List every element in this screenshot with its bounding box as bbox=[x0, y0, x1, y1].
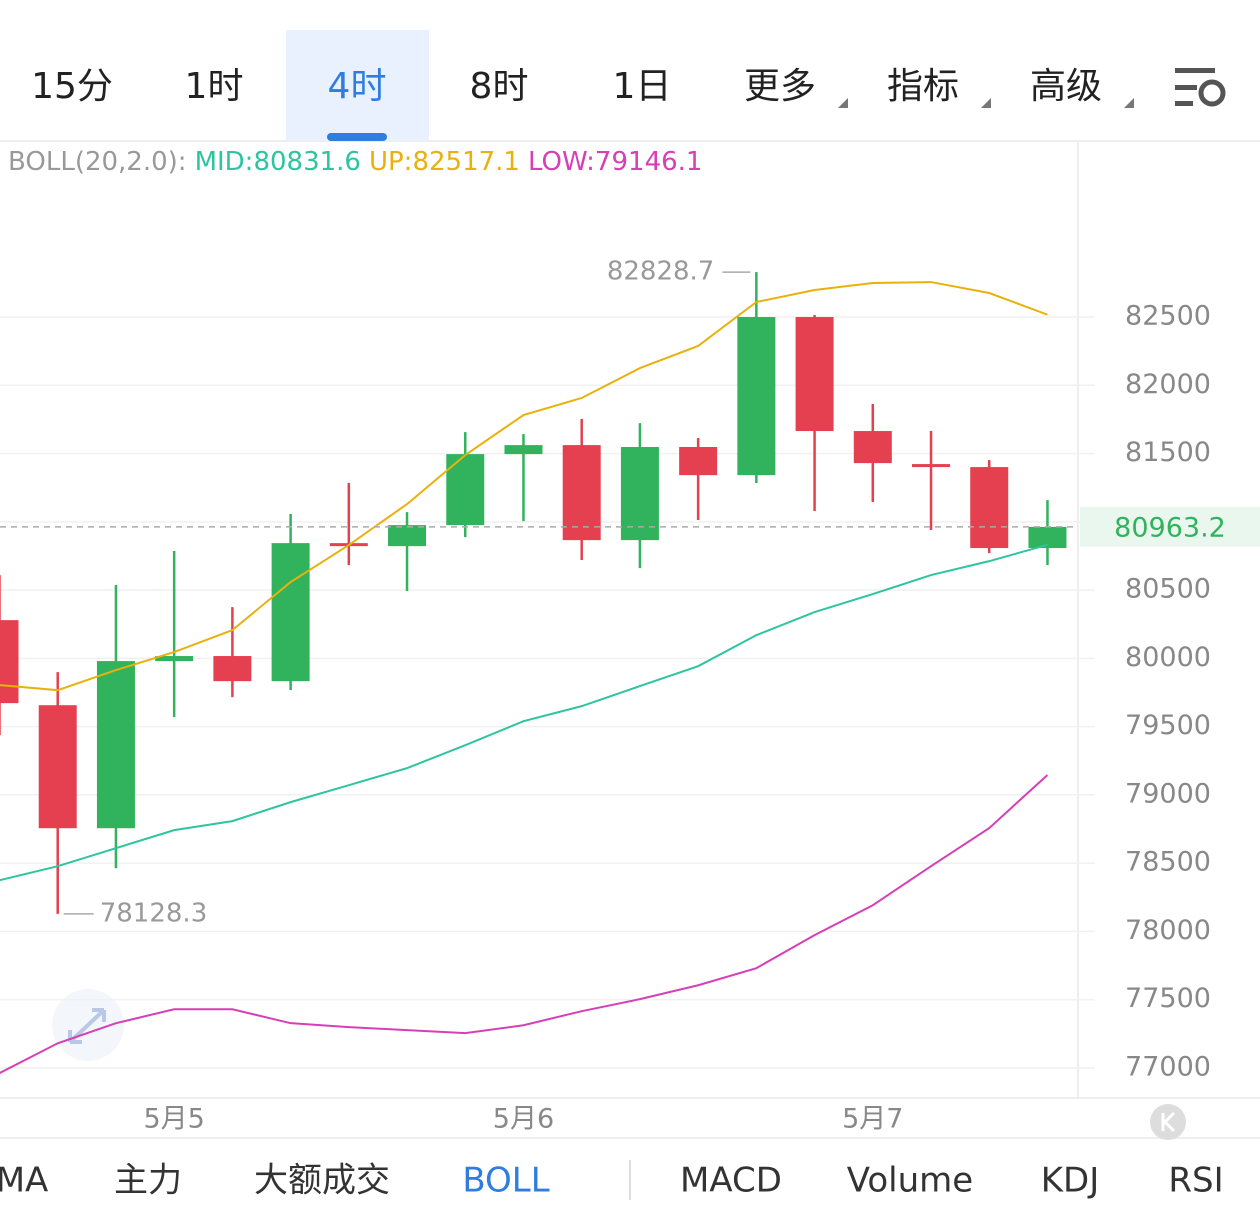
indicator-tab[interactable]: BOLL bbox=[462, 1161, 549, 1201]
min-annotation: 78128.3 bbox=[100, 898, 208, 928]
legend-entry: LOW:79146.1 bbox=[528, 147, 702, 177]
candle-body bbox=[446, 454, 485, 526]
indicator-label: BOLL(20,2.0): bbox=[8, 147, 187, 177]
last-price-label: 80963.2 bbox=[1114, 512, 1226, 543]
scroll-latest-button[interactable] bbox=[1150, 1104, 1186, 1140]
indicator-tab[interactable]: 大额成交 bbox=[254, 1161, 390, 1201]
y-tick-label: 79000 bbox=[1125, 778, 1211, 809]
timeframe-tab[interactable]: 15分 bbox=[31, 66, 113, 107]
y-tick-label: 77000 bbox=[1125, 1051, 1211, 1082]
active-tab-bg bbox=[286, 30, 429, 141]
expand-arrows bbox=[68, 1008, 106, 1044]
settings-icon[interactable] bbox=[1175, 68, 1226, 107]
candle-body bbox=[737, 317, 776, 476]
timeframe-tab[interactable]: 1时 bbox=[185, 66, 244, 107]
indicator-legend: BOLL(20,2.0): MID:80831.6 UP:82517.1 LOW:79… bbox=[8, 147, 702, 177]
dropdown-caret bbox=[1124, 98, 1134, 108]
y-tick-label: 82500 bbox=[1125, 301, 1211, 332]
latest-bg bbox=[1150, 1104, 1186, 1140]
candle-body bbox=[38, 705, 77, 829]
candle-body bbox=[620, 447, 659, 541]
y-tick-label: 77500 bbox=[1125, 983, 1211, 1014]
timeframe-tab[interactable]: 指标 bbox=[887, 66, 959, 107]
dropdown-caret bbox=[838, 98, 848, 108]
boll-line bbox=[0, 543, 1048, 882]
legend-entry: UP:82517.1 bbox=[369, 147, 520, 177]
y-tick-label: 78500 bbox=[1125, 847, 1211, 878]
candle-body bbox=[96, 661, 135, 829]
candle-body bbox=[271, 543, 310, 682]
candle-body bbox=[679, 447, 718, 476]
y-tick-label: 80000 bbox=[1125, 642, 1211, 673]
icon-gear bbox=[1198, 79, 1226, 107]
timeframe-tab[interactable]: 更多 bbox=[744, 66, 816, 107]
candle-body bbox=[853, 431, 892, 464]
candle-body bbox=[213, 656, 252, 682]
candle-body bbox=[504, 445, 543, 455]
candle-body bbox=[562, 445, 601, 541]
icon-bar bbox=[1175, 68, 1215, 73]
active-tab-indicator bbox=[327, 133, 387, 141]
candle-body bbox=[0, 620, 19, 704]
legend-entry: MID:80831.6 bbox=[195, 147, 361, 177]
candle-body bbox=[912, 464, 951, 468]
y-tick-label: 79500 bbox=[1125, 710, 1211, 741]
candle-body bbox=[155, 656, 194, 662]
candle-body bbox=[795, 317, 834, 432]
dropdown-caret bbox=[981, 98, 991, 108]
candle-body bbox=[970, 467, 1009, 549]
indicator-tab[interactable]: KDJ bbox=[1041, 1161, 1100, 1201]
x-tick-label: 5月5 bbox=[143, 1104, 204, 1135]
last-price-bg bbox=[1080, 506, 1260, 547]
y-tick-label: 78000 bbox=[1125, 915, 1211, 946]
candle-body bbox=[388, 525, 427, 547]
max-annotation: 82828.7 bbox=[607, 257, 715, 287]
timeframe-tab[interactable]: 4时 bbox=[328, 66, 387, 107]
indicator-tab[interactable]: MA bbox=[0, 1161, 48, 1201]
timeframe-tab[interactable]: 8时 bbox=[470, 66, 529, 107]
boll-line bbox=[0, 281, 1048, 692]
x-tick-label: 5月6 bbox=[493, 1104, 554, 1135]
x-tick-label: 5月7 bbox=[842, 1104, 903, 1135]
candle-body bbox=[1028, 526, 1067, 549]
indicator-tab[interactable]: 主力 bbox=[114, 1161, 182, 1201]
expand-button[interactable] bbox=[52, 989, 124, 1061]
indicator-tab[interactable]: MACD bbox=[680, 1161, 782, 1201]
indicator-tab[interactable]: Volume bbox=[847, 1161, 973, 1201]
indicator-tab[interactable]: RSI bbox=[1168, 1161, 1223, 1201]
icon-bar bbox=[1175, 101, 1193, 106]
timeframe-tab[interactable]: 高级 bbox=[1030, 66, 1102, 107]
y-tick-label: 81500 bbox=[1125, 437, 1211, 468]
boll-line bbox=[0, 774, 1049, 1075]
y-tick-label: 80500 bbox=[1125, 574, 1211, 605]
y-tick-label: 82000 bbox=[1125, 369, 1211, 400]
timeframe-tab[interactable]: 1日 bbox=[613, 66, 672, 107]
latest-icon bbox=[1161, 1111, 1176, 1133]
icon-bar bbox=[1175, 85, 1197, 90]
